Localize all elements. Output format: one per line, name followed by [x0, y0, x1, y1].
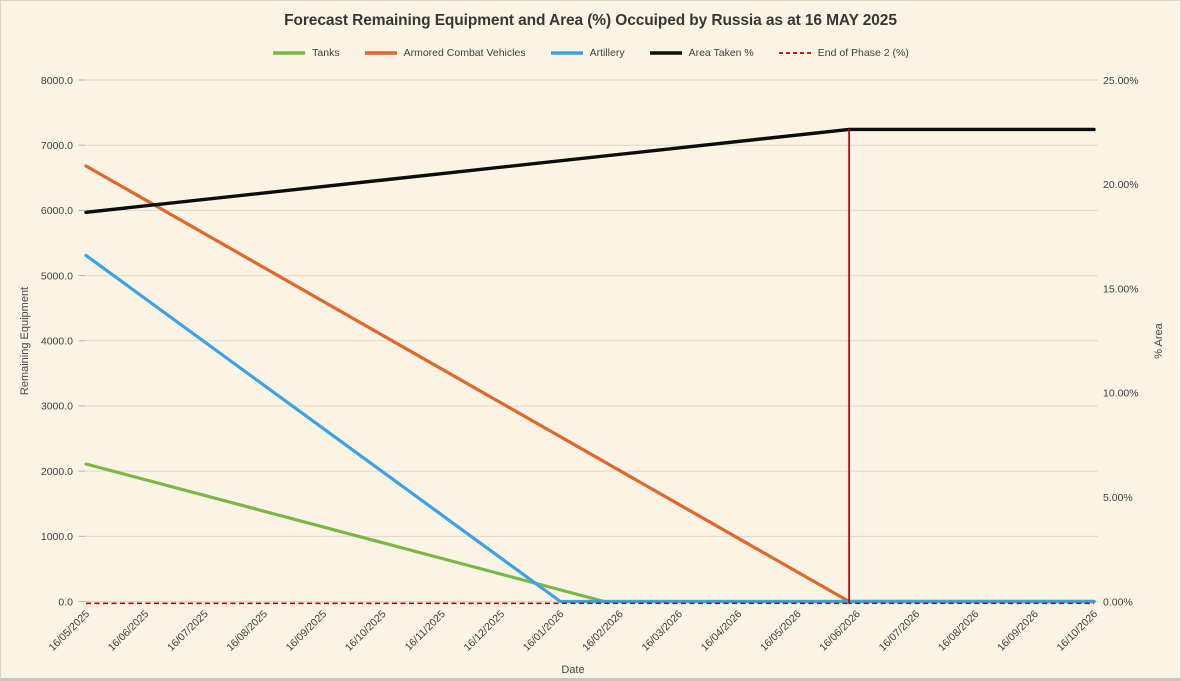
- legend-marker-artillery-icon: [550, 51, 583, 55]
- right-axis-tick-label: 25.00%: [1103, 75, 1139, 87]
- x-axis-tick-label: 16/07/2026: [877, 608, 923, 654]
- legend-item-armored-combat-vehicles[interactable]: Armored Combat Vehicles: [364, 47, 526, 59]
- chart-legend: Tanks Armored Combat Vehicles Artillery Are…: [1, 47, 1180, 59]
- series-layer: [84, 127, 1096, 605]
- left-axis-tick-label: 1000.0: [41, 531, 73, 543]
- x-axis-tick-label: 16/04/2026: [699, 608, 745, 654]
- series-line-artillery[interactable]: [84, 253, 1096, 604]
- left-axis-tick-label: 5000.0: [41, 270, 73, 282]
- x-axis-tick-label: 16/05/2025: [46, 608, 92, 654]
- x-axis-tick-label: 16/03/2026: [639, 608, 685, 654]
- left-axis-title: Remaining Equipment: [19, 287, 31, 395]
- right-axis-title: % Area: [1153, 322, 1165, 358]
- right-axis-tick-label: 0.00%: [1103, 596, 1133, 608]
- x-axis-tick-label: 16/09/2025: [284, 608, 330, 654]
- x-axis-tick-label: 16/01/2026: [521, 608, 567, 654]
- series-line-end-of-phase-2[interactable]: [86, 128, 1094, 605]
- right-axis-tick-label: 15.00%: [1103, 283, 1139, 295]
- left-axis-tick-label: 0.0: [58, 596, 73, 608]
- x-axis-tick-label: 16/07/2025: [165, 608, 211, 654]
- x-axis-tick-label: 16/05/2026: [758, 608, 804, 654]
- legend-item-end-of-phase-2[interactable]: End of Phase 2 (%): [778, 47, 909, 59]
- x-axis-tick-label: 16/10/2025: [343, 608, 389, 654]
- legend-label: Area Taken %: [688, 47, 754, 59]
- x-axis-tick-label: 16/10/2026: [1054, 608, 1100, 654]
- legend-item-artillery[interactable]: Artillery: [550, 47, 625, 59]
- x-axis-tick-label: 16/12/2025: [462, 608, 508, 654]
- legend-marker-tanks-icon: [273, 51, 306, 55]
- left-axis-tick-label: 7000.0: [41, 140, 73, 152]
- legend-marker-area-taken-icon: [649, 51, 682, 55]
- legend-label: Artillery: [589, 47, 625, 59]
- right-axis-tick-label: 20.00%: [1103, 179, 1139, 191]
- legend-item-tanks[interactable]: Tanks: [272, 47, 340, 59]
- legend-label: Armored Combat Vehicles: [403, 47, 526, 59]
- left-axis-tick-label: 2000.0: [41, 466, 73, 478]
- legend-label: Tanks: [312, 47, 340, 59]
- legend-item-area-taken[interactable]: Area Taken %: [649, 47, 754, 59]
- x-axis-tick-label: 16/09/2026: [995, 608, 1041, 654]
- right-axis-tick-label: 10.00%: [1103, 388, 1139, 400]
- x-axis-title: Date: [561, 664, 584, 676]
- series-line-tanks[interactable]: [84, 462, 1096, 604]
- x-axis-tick-label: 16/08/2026: [936, 608, 982, 654]
- legend-marker-armored-combat-vehicles-icon: [364, 51, 397, 55]
- series-line-area-taken[interactable]: [84, 127, 1096, 215]
- legend-label: End of Phase 2 (%): [817, 47, 909, 59]
- left-axis-tick-label: 8000.0: [41, 75, 73, 87]
- legend-marker-end-of-phase-2-icon: [778, 52, 811, 54]
- right-axis-tick-label: 5.00%: [1103, 492, 1133, 504]
- left-axis-tick-label: 4000.0: [41, 336, 73, 348]
- left-axis-tick-label: 3000.0: [41, 401, 73, 413]
- x-axis-tick-label: 16/06/2026: [817, 608, 863, 654]
- axis-labels-layer: 0.0 1000.0 2000.0 3000.0 4000.0 5000.0 6000.0 7…: [41, 75, 1139, 654]
- x-axis-tick-label: 16/06/2025: [106, 608, 152, 654]
- chart-title: Forecast Remaining Equipment and Area (%…: [284, 12, 897, 29]
- x-axis-tick-label: 16/08/2025: [224, 608, 270, 654]
- left-axis-tick-label: 6000.0: [41, 205, 73, 217]
- x-axis-tick-label: 16/02/2026: [580, 608, 626, 654]
- x-axis-tick-label: 16/11/2025: [403, 608, 448, 653]
